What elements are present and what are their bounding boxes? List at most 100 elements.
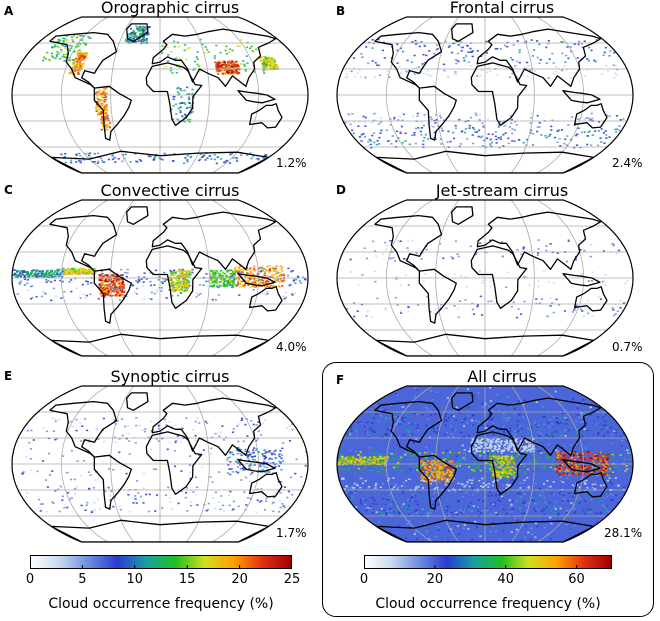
coast-northAmerica [49, 400, 118, 458]
coast-africa [470, 245, 528, 309]
coast-southAmerica [418, 454, 457, 510]
panel-title: Synoptic cirrus [110, 367, 230, 386]
coverage-percent: 2.4% [612, 156, 643, 170]
coast-africa [470, 431, 528, 495]
coast-greenland [126, 23, 149, 42]
graticule [337, 200, 633, 356]
cloud-field [12, 200, 308, 356]
colorbar-tick-label: 25 [283, 572, 301, 587]
coast-eurasia [476, 397, 602, 456]
colorbar-tick-label: 20 [426, 572, 444, 587]
panel-letter: E [4, 369, 13, 383]
coast-australia [248, 472, 283, 498]
coast-indonesia [562, 459, 601, 473]
panel-letter: A [4, 4, 14, 18]
coast-greenland [451, 206, 474, 225]
coast-antarctica [50, 333, 270, 356]
coast-southAmerica [418, 268, 457, 324]
coast-antarctica [50, 519, 270, 542]
map-frontal [336, 16, 634, 174]
colorbar-all [364, 555, 612, 569]
coast-australia [573, 103, 608, 129]
coast-australia [573, 286, 608, 312]
colorbar-tick-label: 10 [126, 572, 144, 587]
graticule [12, 17, 308, 173]
coverage-percent: 1.7% [276, 526, 307, 540]
map-synoptic [11, 385, 309, 543]
coast-eurasia [476, 211, 602, 270]
coast-africa [145, 431, 203, 495]
panel-title: All cirrus [467, 367, 537, 386]
panel-title: Orographic cirrus [100, 0, 240, 17]
coast-indonesia [562, 273, 601, 287]
cloud-field [12, 17, 308, 173]
colorbar-tick-label: 5 [78, 572, 87, 587]
coastlines [374, 206, 608, 356]
coast-northAmerica [49, 214, 118, 272]
cloud-field [337, 17, 633, 173]
map-all-cirrus [336, 385, 634, 543]
coast-northAmerica [374, 214, 443, 272]
coast-greenland [126, 392, 149, 411]
coast-antarctica [375, 333, 595, 356]
coast-eurasia [151, 28, 277, 87]
panel-letter: C [4, 183, 13, 197]
coast-antarctica [375, 519, 595, 542]
cloud-field [337, 200, 633, 356]
colorbar-tick-label: 20 [231, 572, 248, 587]
coastlines [374, 23, 608, 173]
coverage-percent: 28.1% [604, 526, 643, 540]
coast-northAmerica [374, 400, 443, 458]
coast-indonesia [237, 273, 276, 287]
panel-letter: B [336, 4, 346, 18]
coast-indonesia [562, 90, 601, 104]
colorbar-tick-label: 0 [359, 572, 369, 587]
coast-africa [145, 245, 203, 309]
coast-southAmerica [93, 268, 132, 324]
coast-northAmerica [49, 31, 118, 89]
panel-title: Frontal cirrus [449, 0, 555, 17]
coast-greenland [451, 23, 474, 42]
cloud-field [12, 386, 308, 542]
coastlines [49, 23, 283, 173]
coast-southAmerica [93, 85, 132, 141]
coast-southAmerica [93, 454, 132, 510]
colorbar-tick-label: 15 [178, 572, 196, 587]
coast-greenland [126, 206, 149, 225]
map-orographic [11, 16, 309, 174]
colorbar-tick-label: 60 [568, 572, 585, 587]
colorbar-tick-label: 40 [497, 572, 514, 587]
colorbar-tick-label: 0 [25, 572, 35, 587]
coastlines [49, 392, 283, 542]
coast-antarctica [50, 150, 270, 173]
coast-indonesia [237, 90, 276, 104]
panel-letter: F [336, 373, 345, 387]
coast-australia [573, 472, 608, 498]
colorbar-specific [30, 555, 292, 569]
coast-northAmerica [374, 31, 443, 89]
coastlines [374, 392, 608, 542]
panel-f-frame [322, 362, 654, 617]
coast-eurasia [151, 211, 277, 270]
coast-africa [145, 62, 203, 126]
map-jet-stream [336, 199, 634, 357]
map-convective [11, 199, 309, 357]
panel-title: Convective cirrus [100, 181, 240, 200]
coverage-percent: 0.7% [612, 340, 643, 354]
colorbar-label: Cloud occurrence frequency (%) [375, 596, 601, 612]
coast-greenland [451, 392, 474, 411]
cloud-field [337, 386, 633, 542]
panel-letter: D [336, 183, 346, 197]
coverage-percent: 1.2% [276, 156, 307, 170]
coast-southAmerica [418, 85, 457, 141]
coverage-percent: 4.0% [276, 340, 307, 354]
coastlines [49, 206, 283, 356]
coast-antarctica [375, 150, 595, 173]
coast-eurasia [476, 28, 602, 87]
coast-africa [470, 62, 528, 126]
panel-title: Jet-stream cirrus [435, 181, 569, 200]
coast-indonesia [237, 459, 276, 473]
coast-eurasia [151, 397, 277, 456]
colorbar-label: Cloud occurrence frequency (%) [48, 596, 274, 612]
coast-australia [248, 103, 283, 129]
